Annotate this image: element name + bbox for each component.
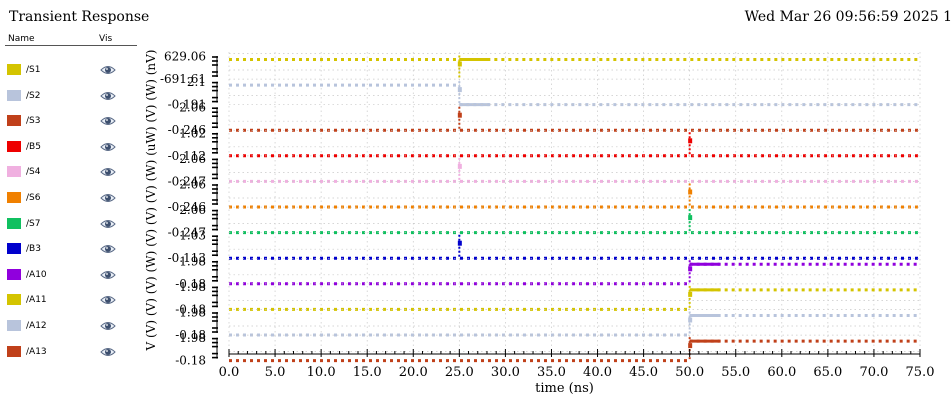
signal-color-swatch: [7, 166, 21, 178]
x-tick-label: 35.0: [537, 365, 566, 380]
signal-name: /S1: [26, 65, 41, 75]
x-tick-label: 50.0: [675, 365, 704, 380]
y-min-label: -0.246: [168, 200, 206, 214]
waveform-event-marker: [688, 291, 693, 297]
signal-name: /B3: [26, 244, 41, 255]
signal-name: /S6: [26, 193, 41, 203]
x-tick-label: 55.0: [721, 365, 750, 380]
signal-color-swatch: [7, 294, 21, 306]
y-max-label: 2.06: [179, 178, 206, 192]
signal-name: /S7: [26, 218, 41, 229]
y-max-label: 2.06: [179, 101, 206, 115]
y-max-label: 1.98: [179, 254, 206, 268]
eye-icon[interactable]: [100, 64, 116, 76]
y-max-label: 1.98: [179, 306, 206, 320]
y-max-label: 1.98: [179, 331, 206, 345]
eye-icon[interactable]: [100, 294, 116, 306]
x-tick-label: 65.0: [813, 365, 842, 380]
y-max-label: 2.1: [187, 75, 206, 89]
x-tick-label: 75.0: [906, 365, 935, 380]
x-tick-label: 0.0: [219, 365, 240, 380]
x-tick-label: 15.0: [353, 365, 382, 380]
y-max-label: 1.98: [179, 280, 206, 294]
y-min-label: -0.113: [168, 251, 206, 265]
signal-name: /S2: [26, 90, 41, 101]
waveform-event-marker: [688, 343, 693, 349]
signal-color-swatch: [7, 217, 21, 229]
x-tick-label: 45.0: [629, 365, 658, 380]
waveform-event-marker: [688, 138, 693, 144]
signal-color-swatch: [7, 192, 21, 203]
signal-name: /A13: [26, 346, 47, 357]
eye-icon[interactable]: [100, 320, 116, 332]
eye-icon[interactable]: [100, 115, 116, 127]
y-axis-label: V (V) (V) (V) (W) (V) (V) (V) (W) (uW) (…: [144, 50, 158, 352]
x-tick-label: 20.0: [399, 365, 428, 380]
y-max-label: 2.06: [179, 152, 206, 166]
y-min-label: -0.18: [175, 354, 206, 368]
signal-color-swatch: [7, 320, 21, 331]
y-min-label: -0.247: [168, 226, 206, 240]
x-tick-label: 10.0: [307, 365, 336, 380]
waveform-event-marker: [688, 189, 693, 195]
legend-name-header: Name: [8, 34, 35, 44]
signal-color-swatch: [7, 345, 21, 357]
signal-color-swatch: [7, 268, 21, 280]
x-tick-label: 70.0: [859, 365, 888, 380]
waveform-event-marker: [688, 266, 693, 272]
signal-name: /A11: [26, 295, 47, 306]
eye-icon[interactable]: [100, 192, 116, 204]
signal-name: /A10: [26, 269, 47, 280]
eye-icon[interactable]: [100, 346, 116, 358]
y-min-label: -0.18: [175, 328, 206, 342]
y-min-label: -0.112: [168, 149, 206, 163]
waveform-event-marker: [457, 87, 462, 93]
signal-name: /A12: [26, 321, 47, 331]
waveform-event-marker: [457, 240, 462, 246]
waveform-event-marker: [457, 163, 462, 169]
window-title: Transient Response: [9, 9, 150, 25]
y-max-label: 1.03: [179, 229, 206, 243]
signal-color-swatch: [7, 140, 21, 152]
signal-name: /B5: [26, 141, 41, 152]
signal-color-swatch: [7, 64, 21, 75]
signal-name: /S3: [26, 116, 41, 127]
eye-icon[interactable]: [100, 166, 116, 178]
x-tick-label: 25.0: [445, 365, 474, 380]
y-max-label: 2.06: [179, 203, 206, 217]
x-tick-label: 30.0: [491, 365, 520, 380]
y-min-label: -691.61: [160, 72, 206, 86]
waveform-event-marker: [688, 317, 693, 323]
legend-header-divider: [5, 45, 137, 46]
y-max-label: 1.02: [179, 126, 206, 140]
y-min-label: -0.247: [168, 174, 206, 188]
eye-icon[interactable]: [100, 243, 116, 255]
eye-icon[interactable]: [100, 218, 116, 230]
eye-icon[interactable]: [100, 269, 116, 281]
y-min-label: -0.18: [175, 277, 206, 291]
waveform-event-marker: [457, 61, 462, 67]
eye-icon[interactable]: [100, 90, 116, 102]
signal-color-swatch: [7, 243, 21, 255]
signal-name: /S4: [26, 167, 41, 178]
y-min-label: -0.18: [175, 302, 206, 316]
y-min-label: -0.191: [168, 98, 206, 112]
legend-vis-header: Vis: [99, 34, 113, 44]
x-axis-label: time (ns): [535, 381, 594, 396]
timestamp: Wed Mar 26 09:56:59 2025 1: [744, 9, 952, 25]
waveform-event-marker: [457, 112, 462, 118]
x-tick-label: 60.0: [767, 365, 796, 380]
signal-color-swatch: [7, 115, 21, 127]
y-min-label: -0.246: [168, 123, 206, 137]
x-tick-label: 5.0: [265, 365, 286, 380]
x-tick-label: 40.0: [583, 365, 612, 380]
signal-color-swatch: [7, 89, 21, 101]
y-max-label: 629.06: [164, 50, 206, 64]
waveform-event-marker: [688, 215, 693, 221]
eye-icon[interactable]: [100, 141, 116, 153]
